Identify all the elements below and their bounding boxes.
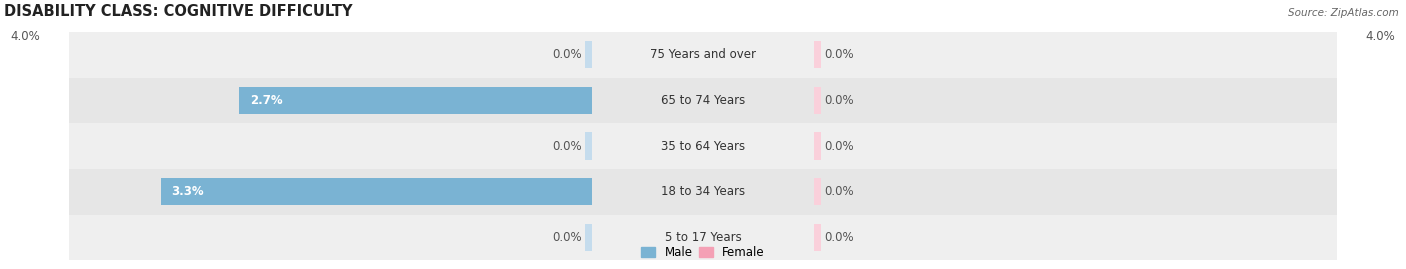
Text: 0.0%: 0.0% — [824, 48, 853, 61]
Text: 0.0%: 0.0% — [824, 231, 853, 244]
Text: DISABILITY CLASS: COGNITIVE DIFFICULTY: DISABILITY CLASS: COGNITIVE DIFFICULTY — [4, 4, 353, 19]
Bar — [814, 178, 821, 206]
Bar — [814, 132, 821, 160]
Bar — [69, 123, 1337, 169]
Text: 4.0%: 4.0% — [11, 30, 41, 43]
Legend: Male, Female: Male, Female — [637, 241, 769, 264]
Text: Source: ZipAtlas.com: Source: ZipAtlas.com — [1288, 8, 1399, 18]
Bar — [814, 87, 821, 114]
Bar — [239, 87, 592, 114]
Bar — [585, 41, 592, 68]
Bar — [69, 32, 1337, 77]
Bar — [69, 169, 1337, 215]
Bar — [69, 77, 1337, 123]
Bar — [814, 224, 821, 251]
Text: 2.7%: 2.7% — [250, 94, 283, 107]
Text: 0.0%: 0.0% — [824, 140, 853, 153]
Bar — [160, 178, 592, 206]
Text: 0.0%: 0.0% — [553, 140, 582, 153]
Bar — [69, 215, 1337, 260]
Text: 4.0%: 4.0% — [1365, 30, 1395, 43]
Bar — [585, 132, 592, 160]
Bar — [814, 41, 821, 68]
Text: 35 to 64 Years: 35 to 64 Years — [661, 140, 745, 153]
Text: 3.3%: 3.3% — [172, 185, 204, 198]
Bar — [585, 224, 592, 251]
Text: 0.0%: 0.0% — [553, 48, 582, 61]
Text: 0.0%: 0.0% — [553, 231, 582, 244]
Text: 0.0%: 0.0% — [824, 94, 853, 107]
Text: 65 to 74 Years: 65 to 74 Years — [661, 94, 745, 107]
Text: 18 to 34 Years: 18 to 34 Years — [661, 185, 745, 198]
Text: 75 Years and over: 75 Years and over — [650, 48, 756, 61]
Text: 0.0%: 0.0% — [824, 185, 853, 198]
Text: 5 to 17 Years: 5 to 17 Years — [665, 231, 741, 244]
